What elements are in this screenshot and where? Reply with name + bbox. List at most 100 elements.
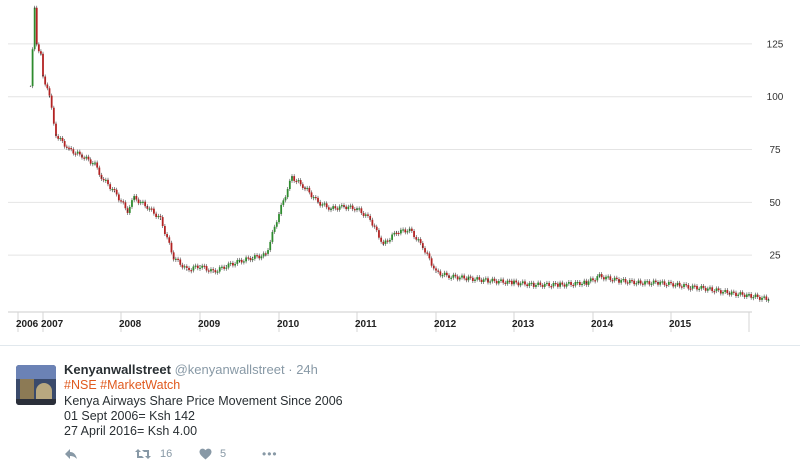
candle-body	[210, 269, 212, 272]
candle-body	[752, 297, 755, 299]
price-point	[133, 197, 135, 199]
candle-body	[91, 163, 94, 165]
candle-body	[739, 292, 742, 295]
price-chart-svg: 25 50 75 100 125 2006 2007 2008 2009 2010 2011 2012…	[8, 5, 784, 332]
candle-body	[489, 281, 492, 283]
candle-body	[256, 255, 258, 257]
candle-body	[267, 250, 269, 254]
candle-body	[737, 294, 740, 296]
candle-body	[364, 214, 367, 216]
candle-body	[148, 208, 151, 210]
candle-body	[321, 204, 324, 206]
candle-body	[406, 231, 409, 233]
candle-body	[709, 287, 711, 289]
price-point	[448, 275, 450, 277]
price-point	[435, 271, 437, 273]
author-name[interactable]: Kenyanwallstreet	[64, 362, 171, 377]
x-tick-label: 2015	[669, 319, 692, 330]
candle-body	[183, 266, 186, 268]
candle-body	[469, 276, 472, 278]
tweet-timestamp[interactable]: 24h	[296, 362, 318, 377]
tweet-card[interactable]: Kenyanwallstreet @kenyanwallstreet · 24h…	[0, 350, 800, 476]
candle-body	[581, 283, 583, 286]
candle-body	[340, 205, 343, 207]
candle-body	[465, 278, 468, 281]
price-point	[100, 176, 103, 178]
candle-body	[554, 283, 557, 285]
candle-body	[159, 215, 162, 218]
candle-body	[765, 296, 768, 300]
candle-body	[153, 208, 155, 214]
tweet-text-line-1: Kenya Airways Share Price Movement Since…	[64, 394, 343, 408]
candle-body	[386, 240, 389, 242]
price-point	[618, 279, 620, 282]
candle-body	[432, 265, 435, 269]
price-point	[36, 43, 38, 45]
y-tick-label: 100	[767, 92, 784, 103]
more-button[interactable]: •••	[262, 446, 278, 462]
candle-body	[72, 149, 75, 154]
reply-icon	[65, 449, 77, 459]
candle-body	[419, 239, 422, 244]
retweet-button[interactable]: 16	[134, 446, 172, 462]
candle-body	[369, 215, 372, 220]
candle-body	[535, 285, 537, 287]
candle-body	[609, 276, 612, 281]
candle-body	[743, 294, 746, 298]
candle-body	[683, 284, 685, 288]
like-button[interactable]: 5	[199, 446, 226, 462]
candle-body	[576, 281, 579, 284]
candle-body	[50, 95, 53, 108]
reply-button[interactable]	[64, 446, 78, 462]
candle-body	[35, 7, 38, 45]
candle-body	[214, 270, 217, 273]
candle-body	[430, 258, 433, 266]
candle-body	[37, 44, 40, 52]
price-point	[113, 191, 116, 193]
y-tick-label: 25	[769, 251, 781, 262]
candle-body	[594, 280, 597, 282]
candle-body	[87, 156, 90, 160]
price-point	[40, 53, 42, 56]
candle-body	[317, 197, 319, 202]
candle-body	[343, 205, 345, 207]
candle-body	[234, 263, 237, 266]
y-tick-label: 75	[769, 145, 781, 156]
candle-body	[371, 219, 374, 226]
tweet-header: Kenyanwallstreet @kenyanwallstreet · 24h	[64, 362, 318, 377]
tweet-hashtags[interactable]: #NSE #MarketWatch	[64, 378, 181, 392]
candle-body	[415, 237, 418, 240]
candle-body	[299, 180, 302, 185]
price-point	[689, 286, 692, 288]
price-point	[382, 244, 384, 246]
candle-body	[650, 283, 653, 285]
author-handle[interactable]: @kenyanwallstreet	[174, 362, 285, 377]
price-point	[94, 163, 96, 165]
candle-body	[685, 284, 688, 286]
candle-body	[702, 285, 705, 288]
candle-body	[194, 265, 197, 267]
candle-body	[484, 278, 487, 280]
candle-body	[391, 234, 394, 240]
candle-body	[435, 268, 437, 271]
candle-body	[443, 272, 446, 276]
candle-body	[574, 282, 577, 286]
candle-body	[378, 230, 380, 238]
candle-body	[293, 176, 296, 181]
candle-body	[410, 228, 413, 231]
candle-body	[192, 266, 195, 271]
candle-body	[323, 203, 326, 205]
candle-body	[78, 151, 81, 155]
candle-body	[563, 284, 566, 287]
candle-body	[120, 200, 122, 202]
candle-body	[515, 280, 518, 283]
x-tick-label: 2010	[277, 319, 300, 330]
retweet-icon	[135, 449, 151, 459]
avatar[interactable]	[16, 365, 56, 405]
candle-body	[482, 279, 485, 282]
candle-body	[504, 282, 507, 284]
candle-body	[190, 270, 193, 272]
candle-body	[763, 296, 766, 298]
candle-body	[181, 264, 184, 268]
candle-body	[85, 156, 88, 159]
